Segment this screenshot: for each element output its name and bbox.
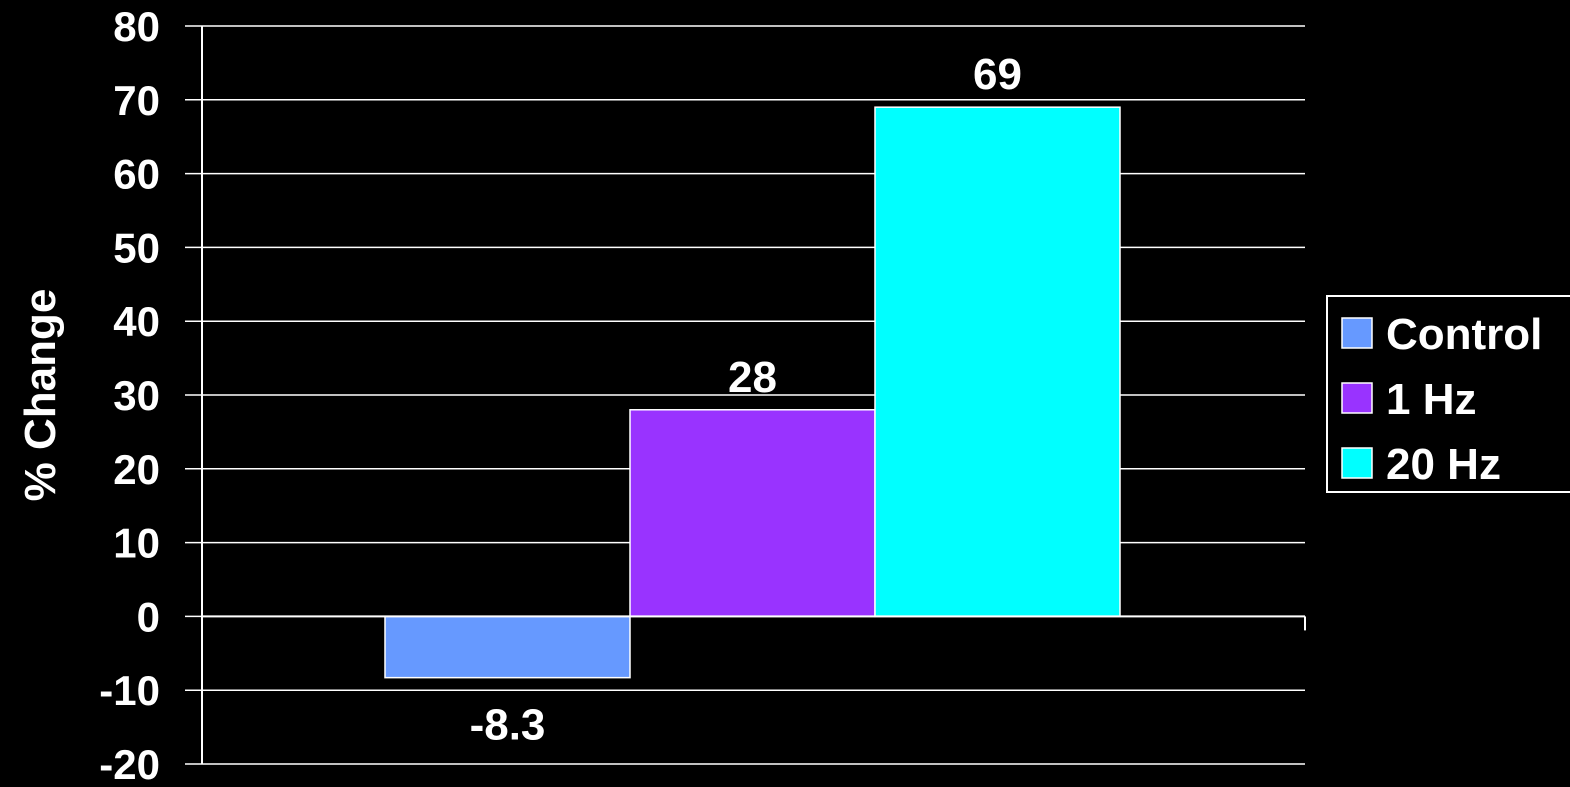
y-tick-label: 30 — [113, 372, 160, 419]
legend-swatch — [1341, 317, 1373, 349]
y-tick-label: -10 — [99, 667, 160, 714]
data-label: 28 — [728, 353, 777, 402]
bar-20-hz — [874, 106, 1121, 618]
y-tick-label: 50 — [113, 224, 160, 271]
y-tick-label: 80 — [113, 3, 160, 50]
y-tick-label: 40 — [113, 298, 160, 345]
bar-1-hz — [629, 409, 876, 618]
y-tick-label: -20 — [99, 741, 160, 787]
legend: Control 1 Hz 20 Hz — [1326, 295, 1570, 493]
legend-swatch — [1341, 447, 1373, 479]
y-axis-label: % Change — [16, 289, 65, 502]
bar-control — [384, 615, 631, 679]
data-label: -8.3 — [470, 701, 546, 750]
legend-swatch — [1341, 382, 1373, 414]
y-tick-label: 20 — [113, 446, 160, 493]
bars — [384, 106, 1121, 679]
y-tick-label: 0 — [137, 593, 160, 640]
axes — [201, 26, 1306, 764]
legend-label: Control — [1386, 310, 1542, 359]
data-label: 69 — [973, 50, 1022, 99]
y-tick-label: 60 — [113, 151, 160, 198]
y-tick-label: 10 — [113, 520, 160, 567]
legend-label: 20 Hz — [1386, 440, 1501, 489]
data-labels: -8.3 28 69 — [470, 50, 1022, 749]
y-tick-label: 70 — [113, 77, 160, 124]
legend-label: 1 Hz — [1386, 375, 1476, 424]
y-tick-labels: 80 70 60 50 40 30 20 10 0 -10 -20 — [99, 3, 160, 787]
